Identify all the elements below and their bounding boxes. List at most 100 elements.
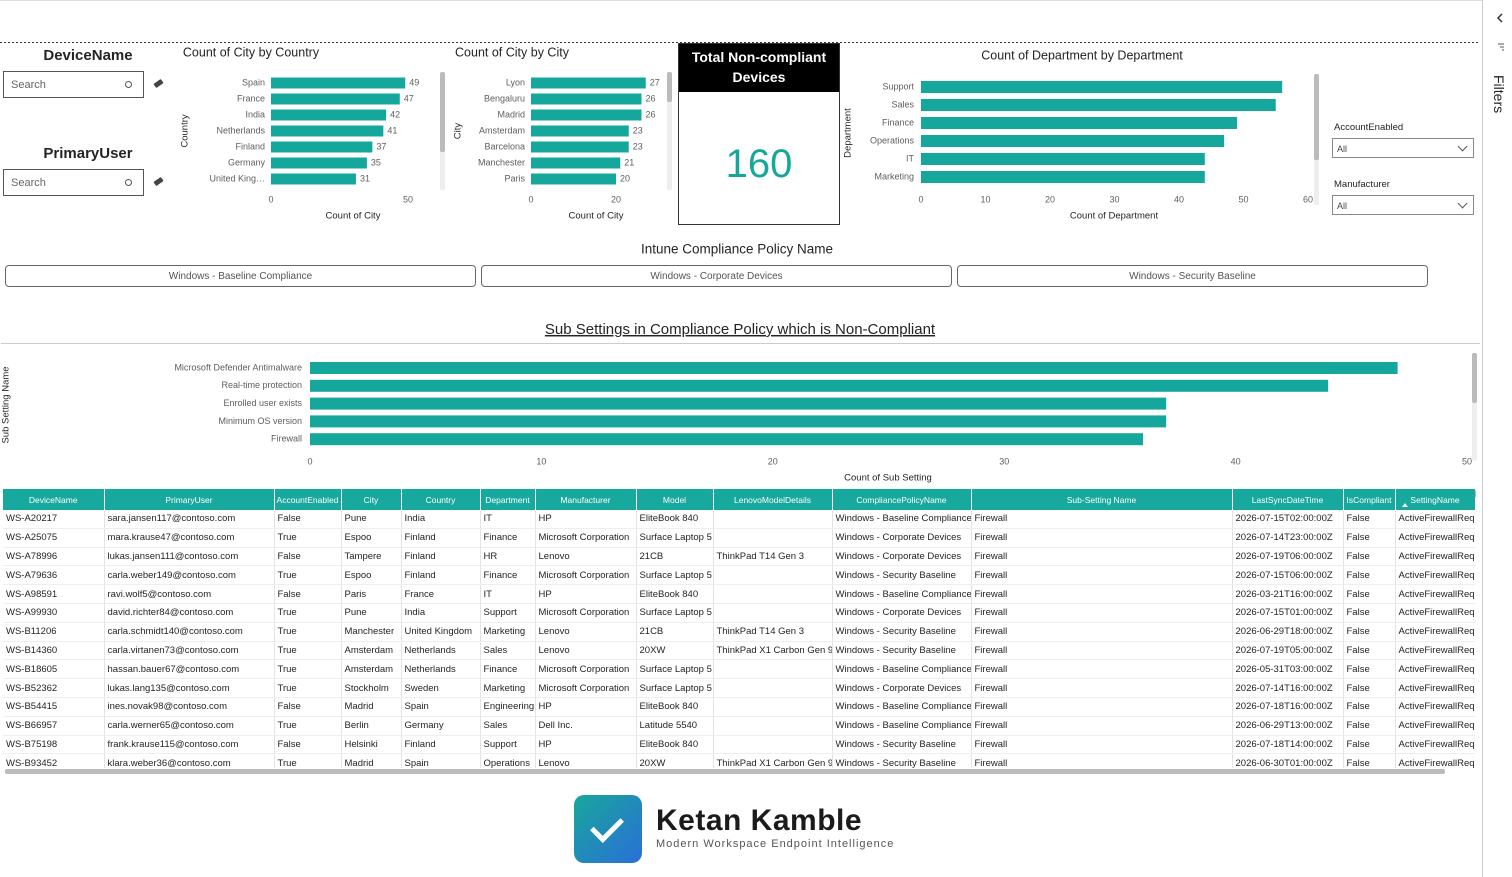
table-cell: Windows - Baseline Compliance — [832, 697, 972, 717]
bar — [921, 135, 1225, 147]
y-tick-label: Barcelona — [484, 141, 525, 151]
table-cell: ActiveFirewallReq — [1395, 716, 1475, 736]
bar — [531, 125, 629, 137]
table-cell: Firewall — [971, 603, 1233, 623]
x-tick-label: 60 — [1303, 194, 1313, 204]
table-cell: False — [274, 697, 342, 717]
bar — [310, 397, 1167, 410]
y-axis-label: City — [453, 123, 464, 140]
table-cell: WS-A78996 — [3, 547, 105, 567]
table-cell: klara.weber36@contoso.com — [104, 753, 275, 768]
card-value: 160 — [725, 142, 793, 186]
dropdown-title: AccountEnabled — [1334, 122, 1404, 133]
scroll-thumb[interactable] — [440, 72, 445, 152]
policy-slicer-title: Intune Compliance Policy Name — [641, 242, 833, 257]
y-tick-label: Manchester — [478, 157, 525, 167]
y-axis-label: Department — [843, 108, 854, 158]
table-cell: False — [1343, 565, 1396, 586]
card-title: Total Non-compliant Devices — [679, 44, 839, 92]
bar — [531, 157, 621, 169]
table-cell: Surface Laptop 5 — [636, 659, 714, 680]
table-cell — [713, 716, 833, 736]
y-tick-label: Finland — [235, 141, 265, 151]
table-cell: France — [401, 584, 481, 604]
table-cell: 2026-06-29T18:00:00Z — [1232, 622, 1344, 642]
kpi-card: Total Non-compliant Devices 160 — [678, 43, 840, 225]
table-cell: Finland — [401, 735, 481, 755]
policy-option[interactable]: Windows - Security Baseline — [957, 265, 1428, 287]
table-cell: Sweden — [401, 678, 481, 698]
y-tick-label: Germany — [228, 157, 266, 167]
table-cell: False — [1343, 697, 1396, 717]
table-cell: Lenovo — [535, 547, 637, 567]
table-cell: WS-B54415 — [3, 697, 105, 717]
table-scrollbar[interactable] — [5, 769, 1445, 774]
table-row: WS-A79636 carla.weber149@contoso.com True E… — [3, 565, 1475, 586]
table-cell — [713, 735, 833, 755]
table-cell: False — [274, 547, 342, 567]
table-cell: False — [1343, 659, 1396, 680]
table-cell: Windows - Corporate Devices — [832, 528, 972, 548]
bar — [531, 93, 642, 105]
table-cell: WS-B11206 — [3, 622, 105, 642]
scroll-thumb[interactable] — [1472, 353, 1477, 403]
header-row: DeviceName PrimaryUser AccountEnabled City C… — [3, 489, 1475, 510]
y-tick-label: India — [245, 109, 265, 119]
table-cell: Surface Laptop 5 — [636, 565, 714, 586]
table-cell: Spain — [401, 753, 481, 768]
table-cell: United Kingdom — [401, 622, 481, 642]
table-cell: HP — [535, 510, 637, 529]
table-row: WS-B11206 carla.schmidt140@contoso.com Tru… — [3, 622, 1475, 642]
search-box[interactable]: Search — [3, 71, 144, 98]
bar — [921, 171, 1205, 183]
table-cell: lukas.jansen111@contoso.com — [104, 547, 275, 567]
x-axis-label: Count of City — [569, 211, 624, 222]
table-cell: 21CB — [636, 547, 714, 567]
y-tick-label: Paris — [504, 173, 525, 183]
table-cell: ThinkPad T14 Gen 3 — [713, 622, 833, 642]
table-cell — [713, 584, 833, 604]
bar — [921, 99, 1276, 111]
table-cell: Microsoft Corporation — [535, 659, 637, 680]
table-cell: EliteBook 840 — [636, 735, 714, 755]
filters-pane[interactable] — [1482, 0, 1512, 877]
table-cell: Firewall — [971, 735, 1233, 755]
y-axis-label: Sub Setting Name — [1, 366, 12, 443]
table-cell: India — [401, 510, 481, 529]
scroll-thumb[interactable] — [1314, 74, 1319, 160]
data-label: 35 — [371, 157, 381, 167]
table-cell: IT — [480, 584, 536, 604]
data-label: 20 — [620, 173, 630, 183]
table-cell: Lenovo — [535, 641, 637, 661]
y-tick-label: Operations — [870, 135, 915, 145]
x-tick-label: 10 — [536, 456, 546, 466]
bar — [271, 141, 373, 153]
search-box[interactable]: Search — [3, 169, 144, 196]
data-label: 41 — [387, 125, 397, 135]
table-cell: Finland — [401, 528, 481, 548]
table-cell: Windows - Baseline Compliance — [832, 716, 972, 736]
table-cell: 2026-07-14T23:00:00Z — [1232, 528, 1344, 548]
column-header: Manufacturer — [535, 489, 637, 510]
column-header: SettingName — [1395, 489, 1475, 510]
table-cell: 2026-07-19T06:00:00Z — [1232, 547, 1344, 567]
column-header: City — [341, 489, 402, 510]
table-cell: Firewall — [971, 659, 1233, 680]
table-cell: True — [274, 528, 342, 548]
table-cell: Surface Laptop 5 — [636, 528, 714, 548]
scroll-thumb[interactable] — [667, 72, 672, 102]
table-cell: carla.werner65@contoso.com — [104, 716, 275, 736]
collapse-icon[interactable] — [1496, 13, 1503, 23]
policy-option[interactable]: Windows - Corporate Devices — [481, 265, 952, 287]
table-cell: Germany — [401, 716, 481, 736]
table-cell: HP — [535, 697, 637, 717]
table: DeviceName PrimaryUser AccountEnabled City C… — [3, 489, 1475, 768]
dropdown[interactable]: All — [1332, 195, 1474, 215]
dropdown[interactable]: All — [1332, 138, 1474, 158]
y-tick-label: Spain — [242, 77, 265, 87]
table-cell: Microsoft Corporation — [535, 528, 637, 548]
table-body: WS-A20217 sara.jansen117@contoso.com False… — [3, 510, 1475, 768]
table-cell: True — [274, 641, 342, 661]
policy-option[interactable]: Windows - Baseline Compliance — [5, 265, 476, 287]
table-cell: Helsinki — [341, 735, 402, 755]
